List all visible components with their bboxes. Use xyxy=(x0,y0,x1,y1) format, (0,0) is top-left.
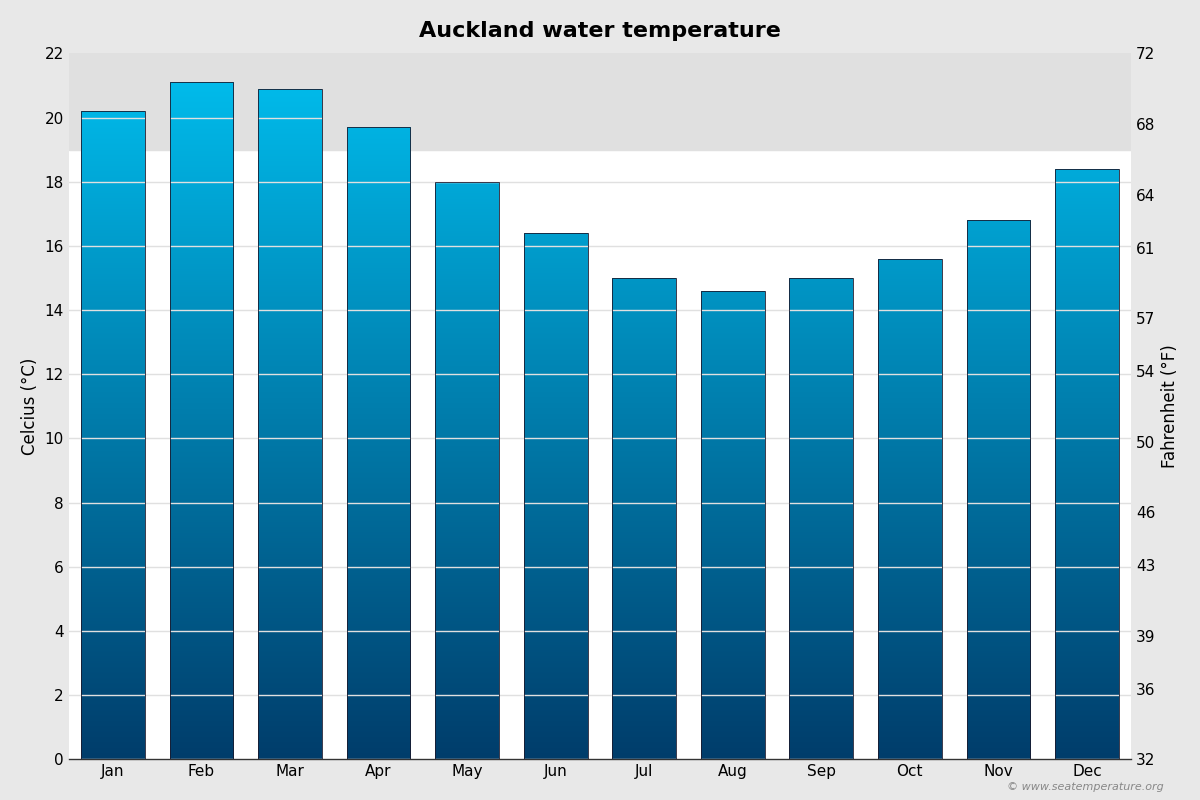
Y-axis label: Fahrenheit (°F): Fahrenheit (°F) xyxy=(1162,345,1180,468)
Bar xyxy=(68,54,1132,150)
Bar xyxy=(878,259,942,759)
Bar xyxy=(612,278,676,759)
Bar xyxy=(966,220,1031,759)
Bar xyxy=(169,82,233,759)
Text: © www.seatemperature.org: © www.seatemperature.org xyxy=(1007,782,1164,792)
Y-axis label: Celcius (°C): Celcius (°C) xyxy=(20,358,38,455)
Bar xyxy=(523,233,588,759)
Bar xyxy=(82,111,145,759)
Bar xyxy=(436,182,499,759)
Title: Auckland water temperature: Auckland water temperature xyxy=(419,21,781,41)
Bar xyxy=(1055,169,1118,759)
Bar xyxy=(790,278,853,759)
Bar xyxy=(701,291,764,759)
Bar xyxy=(347,127,410,759)
Bar xyxy=(258,89,322,759)
